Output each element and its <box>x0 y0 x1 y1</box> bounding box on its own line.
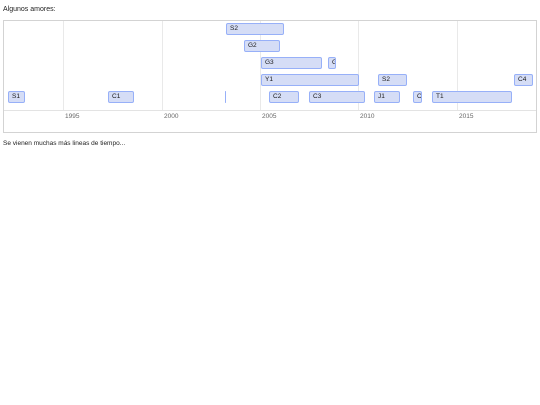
timeline-point-item[interactable] <box>225 91 226 103</box>
timeline-item[interactable]: T1 <box>432 91 512 103</box>
timeline-item[interactable]: C1 <box>108 91 134 103</box>
footer-text: Se vienen muchas más lineas de tiempo... <box>3 140 126 147</box>
timeline-item[interactable]: G <box>328 57 336 69</box>
timeline-item[interactable]: G3 <box>261 57 322 69</box>
timeline-item[interactable]: C <box>413 91 422 103</box>
gridline <box>162 21 163 110</box>
time-axis <box>4 110 536 111</box>
axis-tick-label: 1995 <box>65 113 80 120</box>
timeline-item[interactable]: J1 <box>374 91 400 103</box>
timeline-item[interactable]: S2 <box>378 74 407 86</box>
gridline <box>358 21 359 110</box>
timeline[interactable]: 1995 2000 2005 2010 2015 S2 G2 G3 G Y1 S… <box>3 20 537 133</box>
gridline <box>63 21 64 110</box>
axis-tick-label: 2015 <box>459 113 474 120</box>
timeline-item[interactable]: S2 <box>226 23 284 35</box>
intro-text: Algunos amores: <box>3 6 56 13</box>
gridline <box>457 21 458 110</box>
axis-tick-label: 2000 <box>164 113 179 120</box>
timeline-item[interactable]: C2 <box>269 91 299 103</box>
axis-tick-label: 2005 <box>262 113 277 120</box>
gridline <box>260 21 261 110</box>
timeline-item[interactable]: C3 <box>309 91 365 103</box>
timeline-item[interactable]: G2 <box>244 40 280 52</box>
axis-tick-label: 2010 <box>360 113 375 120</box>
timeline-item[interactable]: S1 <box>8 91 25 103</box>
timeline-item[interactable]: Y1 <box>261 74 359 86</box>
timeline-item[interactable]: C4 <box>514 74 533 86</box>
